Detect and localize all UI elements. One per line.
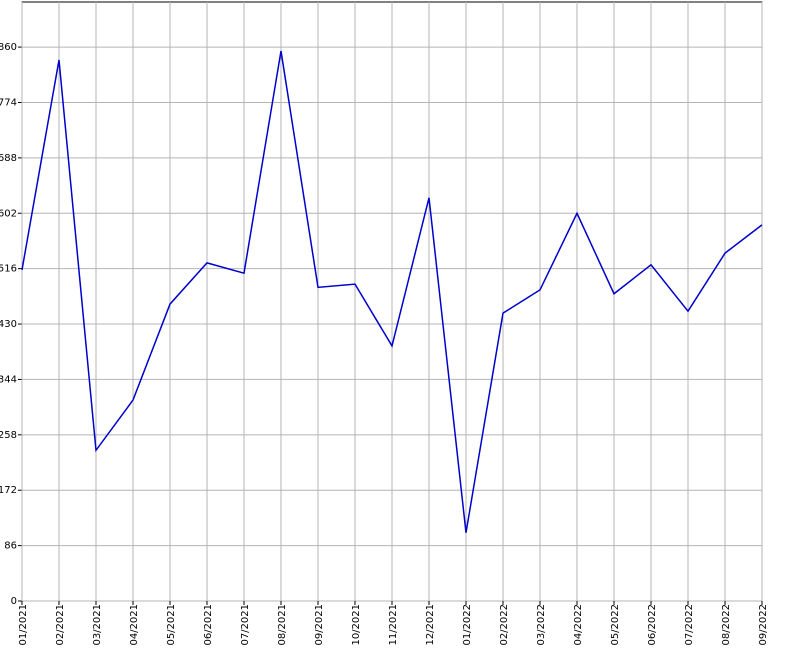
- y-tick-label: 688: [0, 153, 17, 164]
- x-tick-label: 03/2021: [92, 604, 103, 646]
- y-tick-label: 344: [0, 374, 17, 385]
- y-tick-label: 430: [0, 319, 17, 330]
- y-tick-label: 860: [0, 42, 17, 53]
- x-tick-label: 04/2021: [129, 604, 140, 646]
- y-tick-label: 516: [0, 264, 17, 275]
- x-tick-label: 05/2021: [166, 604, 177, 646]
- y-tick-label: 258: [0, 430, 17, 441]
- y-tick-label: 0: [11, 596, 17, 607]
- x-tick-label: 10/2021: [351, 604, 362, 646]
- x-tick-label: 07/2022: [684, 604, 695, 646]
- x-tick-label: 06/2022: [647, 604, 658, 646]
- x-tick-label: 04/2022: [573, 604, 584, 646]
- y-tick-label: 774: [0, 97, 17, 108]
- x-tick-label: 09/2021: [314, 604, 325, 646]
- x-tick-label: 05/2022: [610, 604, 621, 646]
- x-tick-label: 03/2022: [536, 604, 547, 646]
- x-tick-label: 11/2021: [388, 604, 399, 646]
- x-tick-label: 06/2021: [203, 604, 214, 646]
- x-tick-label: 08/2021: [277, 604, 288, 646]
- x-tick-label: 08/2022: [721, 604, 732, 646]
- x-tick-label: 12/2021: [425, 604, 436, 646]
- x-tick-label: 01/2022: [462, 604, 473, 646]
- y-tick-label: 172: [0, 485, 17, 496]
- x-tick-label: 07/2021: [240, 604, 251, 646]
- x-tick-label: 02/2022: [499, 604, 510, 646]
- x-tick-label: 02/2021: [55, 604, 66, 646]
- x-tick-label: 09/2022: [758, 604, 769, 646]
- y-tick-label: 86: [4, 541, 17, 552]
- y-tick-label: 602: [0, 208, 17, 219]
- x-tick-label: 01/2021: [18, 604, 29, 646]
- line-series: [21, 50, 763, 533]
